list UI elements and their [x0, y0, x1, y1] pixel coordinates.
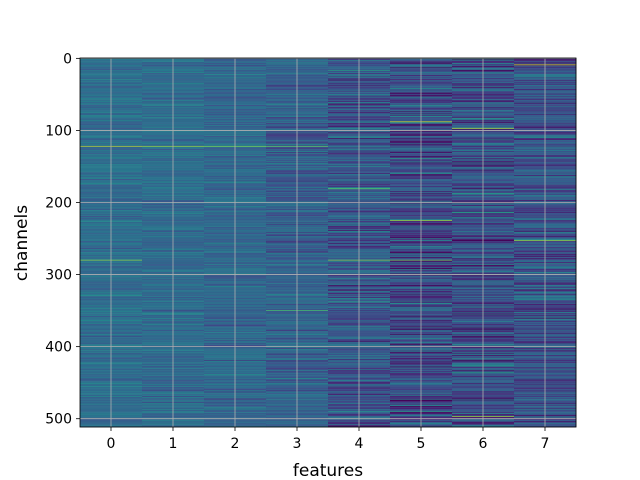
x-tick-label: 5	[417, 436, 426, 452]
y-tick-label: 0	[63, 51, 72, 67]
x-tick-label: 0	[107, 436, 116, 452]
x-tick-label: 7	[541, 436, 550, 452]
x-tick-label: 3	[293, 436, 302, 452]
x-tick-label: 4	[355, 436, 364, 452]
gridlines	[80, 57, 576, 427]
plot-frame	[79, 57, 577, 428]
y-axis-label: channels	[12, 205, 32, 281]
x-axis-label: features	[293, 461, 363, 480]
y-tick-label: 200	[45, 196, 72, 212]
y-tick-label: 100	[45, 123, 72, 139]
heatmap-cells	[80, 58, 577, 428]
y-tick-label: 500	[45, 412, 72, 428]
y-tick-label: 400	[45, 340, 72, 356]
x-axis-ticks: 0 1 2 3 4 5 6 7	[107, 427, 550, 452]
x-tick-label: 2	[231, 436, 240, 452]
y-axis-ticks: 0 100 200 300 400 500	[45, 51, 80, 428]
y-tick-label: 300	[45, 268, 72, 284]
x-tick-label: 6	[479, 436, 488, 452]
x-tick-label: 1	[169, 436, 178, 452]
